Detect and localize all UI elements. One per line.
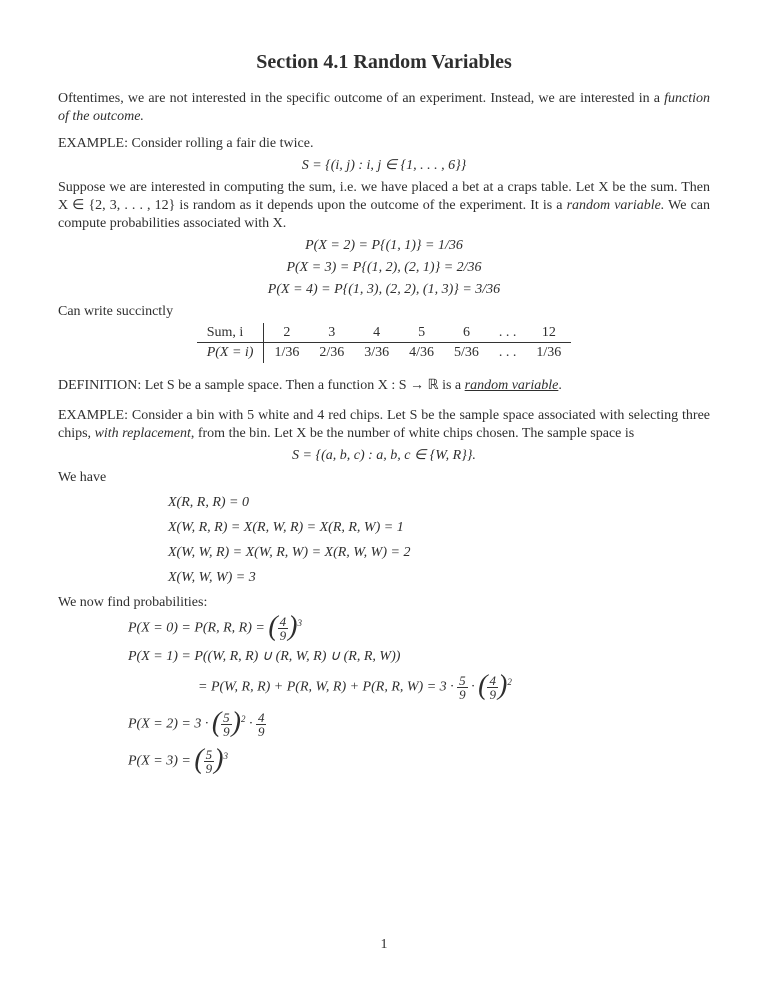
frac-n: 4 <box>278 615 289 629</box>
px2-text: P(X = 2) = 3 · <box>128 717 212 732</box>
example1-body: Suppose we are interested in computing t… <box>58 179 710 233</box>
rparen-icon: ) <box>232 707 241 738</box>
ex1-eq3: P(X = 4) = P{(1, 3), (2, 2), (1, 3)} = 3… <box>58 281 710 299</box>
table-cell: 2/36 <box>309 343 354 363</box>
probability-computations: P(X = 0) = P(R, R, R) = (49)3 P(X = 1) =… <box>58 615 710 775</box>
lparen-icon: ( <box>478 670 487 701</box>
frac-d: 9 <box>204 762 215 775</box>
rparen-icon: ) <box>214 744 223 775</box>
x-map-line: X(R, R, R) = 0 <box>168 494 710 512</box>
table-cell: 12 <box>526 323 571 343</box>
x-map-line: X(W, W, R) = X(W, R, W) = X(R, W, W) = 2 <box>168 544 710 562</box>
px0-text: P(X = 0) = P(R, R, R) = <box>128 621 268 636</box>
px2: P(X = 2) = 3 · (59)2 · 49 <box>128 711 710 738</box>
ex1-eq1: P(X = 2) = P{(1, 1)} = 1/36 <box>58 237 710 255</box>
table-cell: . . . <box>489 323 527 343</box>
def-term: random variable <box>465 378 559 393</box>
x-map-line: X(W, R, R) = X(R, W, R) = X(R, R, W) = 1 <box>168 519 710 537</box>
lparen-icon: ( <box>212 707 221 738</box>
find-prob-label: We now find probabilities: <box>58 594 710 612</box>
table-cell: 6 <box>444 323 489 343</box>
we-have-label: We have <box>58 469 710 487</box>
frac-4-9: 49 <box>256 711 267 738</box>
exp-2: 2 <box>241 715 246 725</box>
succinct-label: Can write succinctly <box>58 303 710 321</box>
table-cell: 4 <box>354 323 399 343</box>
rparen-icon: ) <box>288 611 297 642</box>
ex1-eq2: P(X = 3) = P{(1, 2), (2, 1)} = 2/36 <box>58 259 710 277</box>
rparen-icon: ) <box>498 670 507 701</box>
table-cell: 1/36 <box>264 343 309 363</box>
eq-S1: S = {(i, j) : i, j ∈ {1, . . . , 6}} <box>302 158 467 173</box>
table-cell: P(X = i) <box>197 343 264 363</box>
probability-table: Sum, i 2 3 4 5 6 . . . 12 P(X = i) 1/36 … <box>197 323 572 364</box>
table-cell: 5/36 <box>444 343 489 363</box>
frac-4-9: 49 <box>278 615 289 642</box>
ex2-tail: , from the bin. Let X be the number of w… <box>191 426 634 441</box>
page-title: Section 4.1 Random Variables <box>58 50 710 76</box>
px3-text: P(X = 3) = <box>128 754 194 769</box>
px1b-text: = P(W, R, R) + P(R, W, R) + P(R, R, W) =… <box>198 680 457 695</box>
x-mapping-list: X(R, R, R) = 0 X(W, R, R) = X(R, W, R) =… <box>58 494 710 587</box>
table-cell: 4/36 <box>399 343 444 363</box>
table-cell: 1/36 <box>526 343 571 363</box>
table-cell: 5 <box>399 323 444 343</box>
frac-d: 9 <box>221 725 232 738</box>
eq2-text: P(X = 3) = P{(1, 2), (2, 1)} = 2/36 <box>286 260 481 275</box>
example1-label: EXAMPLE: Consider rolling a fair die twi… <box>58 135 710 153</box>
eq3-text: P(X = 4) = P{(1, 3), (2, 2), (1, 3)} = 3… <box>268 282 500 297</box>
frac-d: 9 <box>487 688 498 701</box>
frac-5-9: 59 <box>204 748 215 775</box>
exp-3: 3 <box>223 752 228 762</box>
px1-line2: = P(W, R, R) + P(R, W, R) + P(R, R, W) =… <box>128 674 710 701</box>
eq1-text: P(X = 2) = P{(1, 1)} = 1/36 <box>305 238 463 253</box>
table-cell: . . . <box>489 343 527 363</box>
intro-paragraph: Oftentimes, we are not interested in the… <box>58 90 710 126</box>
frac-n: 5 <box>221 711 232 725</box>
eq-S2: S = {(a, b, c) : a, b, c ∈ {W, R}}. <box>292 448 476 463</box>
x-map-line: X(W, W, W) = 3 <box>168 569 710 587</box>
ex1-rv-italic: random variable. <box>567 198 665 213</box>
def-text-c: . <box>558 378 562 393</box>
def-text-a: DEFINITION: Let S be a sample space. The… <box>58 378 465 393</box>
frac-d: 9 <box>457 688 468 701</box>
frac-n: 5 <box>204 748 215 762</box>
exp-2: 2 <box>507 678 512 688</box>
example2-body: EXAMPLE: Consider a bin with 5 white and… <box>58 407 710 443</box>
ex2-italic: with replacement <box>95 426 191 441</box>
ex2-sample-space: S = {(a, b, c) : a, b, c ∈ {W, R}}. <box>58 447 710 465</box>
table-cell: 2 <box>264 323 309 343</box>
example1-sample-space: S = {(i, j) : i, j ∈ {1, . . . , 6}} <box>58 157 710 175</box>
frac-d: 9 <box>278 629 289 642</box>
frac-n: 5 <box>457 674 468 688</box>
table-cell: 3 <box>309 323 354 343</box>
table-row: P(X = i) 1/36 2/36 3/36 4/36 5/36 . . . … <box>197 343 572 363</box>
page-number: 1 <box>58 936 710 954</box>
frac-n: 4 <box>487 674 498 688</box>
px3: P(X = 3) = (59)3 <box>128 748 710 775</box>
frac-5-9: 59 <box>457 674 468 701</box>
frac-4-9: 49 <box>487 674 498 701</box>
exp-3: 3 <box>297 619 302 629</box>
frac-5-9: 59 <box>221 711 232 738</box>
frac-d: 9 <box>256 725 267 738</box>
intro-text: Oftentimes, we are not interested in the… <box>58 91 664 106</box>
px0: P(X = 0) = P(R, R, R) = (49)3 <box>128 615 710 642</box>
table-cell: 3/36 <box>354 343 399 363</box>
lparen-icon: ( <box>194 744 203 775</box>
lparen-icon: ( <box>268 611 277 642</box>
table-row: Sum, i 2 3 4 5 6 . . . 12 <box>197 323 572 343</box>
definition: DEFINITION: Let S be a sample space. The… <box>58 377 710 395</box>
px1-line1: P(X = 1) = P((W, R, R) ∪ (R, W, R) ∪ (R,… <box>128 650 710 664</box>
frac-n: 4 <box>256 711 267 725</box>
table-cell: Sum, i <box>197 323 264 343</box>
